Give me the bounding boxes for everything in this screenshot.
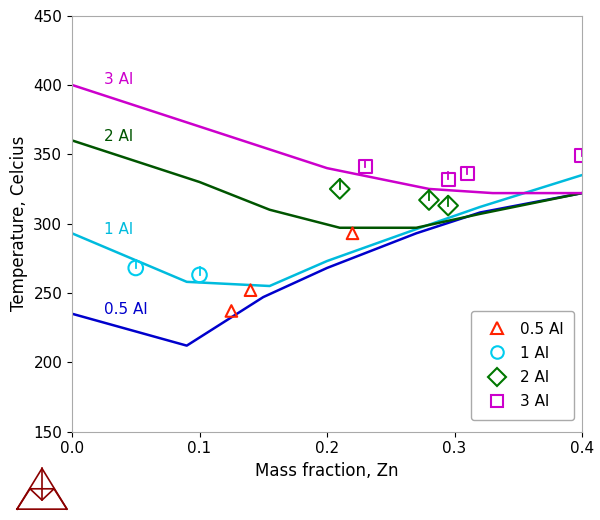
Y-axis label: Temperature, Celcius: Temperature, Celcius xyxy=(10,136,28,311)
Point xyxy=(424,196,434,204)
X-axis label: Mass fraction, Zn: Mass fraction, Zn xyxy=(255,462,399,480)
Text: 2 Al: 2 Al xyxy=(104,129,133,144)
Point xyxy=(361,163,370,171)
Point xyxy=(194,271,204,279)
Text: 3 Al: 3 Al xyxy=(104,72,133,87)
Point xyxy=(443,175,453,184)
Point xyxy=(335,185,344,193)
Point xyxy=(463,170,472,178)
Text: 0.5 Al: 0.5 Al xyxy=(104,302,148,317)
Point xyxy=(443,201,453,210)
Text: 1 Al: 1 Al xyxy=(104,222,133,237)
Point xyxy=(577,151,587,160)
Point xyxy=(227,307,236,315)
Point xyxy=(246,286,256,294)
Point xyxy=(131,264,140,272)
Legend: 0.5 Al, 1 Al, 2 Al, 3 Al: 0.5 Al, 1 Al, 2 Al, 3 Al xyxy=(471,311,574,420)
Point xyxy=(348,229,358,238)
